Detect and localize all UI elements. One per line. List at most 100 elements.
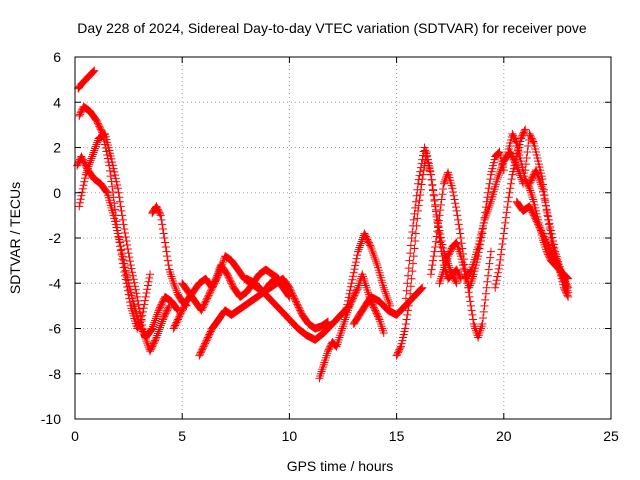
data-point <box>353 251 362 260</box>
data-point <box>561 280 570 289</box>
data-point <box>366 241 375 250</box>
data-point <box>436 206 445 215</box>
data-point <box>485 259 494 268</box>
data-point <box>409 215 418 224</box>
data-point <box>406 241 415 250</box>
data-point <box>157 215 166 224</box>
data-point <box>116 242 125 251</box>
data-point <box>154 327 163 336</box>
data-point <box>431 243 440 252</box>
data-point <box>127 264 136 273</box>
data-point <box>465 292 474 301</box>
data-point <box>439 179 448 188</box>
data-point <box>439 184 448 193</box>
data-point <box>516 173 525 182</box>
data-point <box>91 142 100 151</box>
data-point <box>533 170 542 179</box>
data-point <box>131 285 140 294</box>
data-point <box>496 255 505 264</box>
data-point <box>92 140 101 149</box>
data-point <box>505 188 514 197</box>
data-point <box>494 149 503 158</box>
data-point <box>501 213 510 222</box>
data-point <box>433 227 442 236</box>
data-point <box>161 243 170 252</box>
data-point <box>482 283 491 292</box>
data-point <box>534 172 543 181</box>
data-point <box>561 282 570 291</box>
data-point <box>78 184 87 193</box>
data-point <box>498 240 507 249</box>
data-point <box>483 207 492 216</box>
data-point <box>118 215 127 224</box>
data-point <box>464 288 473 297</box>
data-point <box>116 238 125 247</box>
data-point <box>439 244 448 253</box>
data-point <box>469 315 478 324</box>
data-point <box>384 295 393 304</box>
data-point <box>172 304 181 313</box>
data-point <box>106 172 115 181</box>
data-point <box>128 271 137 280</box>
data-point <box>109 164 118 173</box>
data-point <box>450 195 459 204</box>
data-point <box>535 176 544 185</box>
data-point <box>480 301 489 310</box>
data-point <box>415 171 424 180</box>
data-point <box>498 161 507 170</box>
data-point <box>148 322 157 331</box>
data-point <box>164 303 173 312</box>
data-point <box>451 203 460 212</box>
data-point <box>414 175 423 184</box>
data-point <box>501 218 510 227</box>
data-point <box>111 174 120 183</box>
data-point <box>321 319 330 328</box>
data-point <box>123 241 132 250</box>
data-point <box>87 154 96 163</box>
data-point <box>357 237 366 246</box>
data-point <box>540 194 549 203</box>
y-tick-label: -10 <box>41 411 61 427</box>
data-point <box>491 283 500 292</box>
data-point <box>479 313 488 322</box>
data-point <box>80 177 89 186</box>
data-point <box>529 137 538 146</box>
data-point <box>481 211 490 220</box>
data-point <box>134 300 143 309</box>
data-point <box>108 158 117 167</box>
data-point <box>454 220 463 229</box>
data-point <box>410 209 419 218</box>
data-point <box>415 196 424 205</box>
data-point <box>322 318 331 327</box>
data-point <box>380 285 389 294</box>
data-point <box>366 243 375 252</box>
data-point <box>427 175 436 184</box>
data-point <box>370 253 379 262</box>
y-axis-title: SDTVAR / TECUs <box>7 182 23 294</box>
data-point <box>158 317 167 326</box>
data-point <box>221 268 230 277</box>
data-point <box>523 148 532 157</box>
data-point <box>497 245 506 254</box>
data-point <box>484 265 493 274</box>
data-point <box>558 272 567 281</box>
data-point <box>101 186 110 195</box>
data-point <box>119 256 128 265</box>
data-point <box>79 181 88 190</box>
data-point <box>408 227 417 236</box>
data-point <box>121 232 130 241</box>
data-point <box>449 187 458 196</box>
data-markers <box>73 66 573 383</box>
data-point <box>438 240 447 249</box>
data-point <box>466 267 475 276</box>
data-point <box>479 307 488 316</box>
data-point <box>401 294 410 303</box>
data-point <box>169 279 178 288</box>
data-point <box>89 148 98 157</box>
data-point <box>91 114 100 123</box>
data-point <box>544 212 553 221</box>
data-point <box>121 266 130 275</box>
data-point <box>121 271 130 280</box>
data-point <box>126 257 135 266</box>
data-point <box>543 208 552 217</box>
